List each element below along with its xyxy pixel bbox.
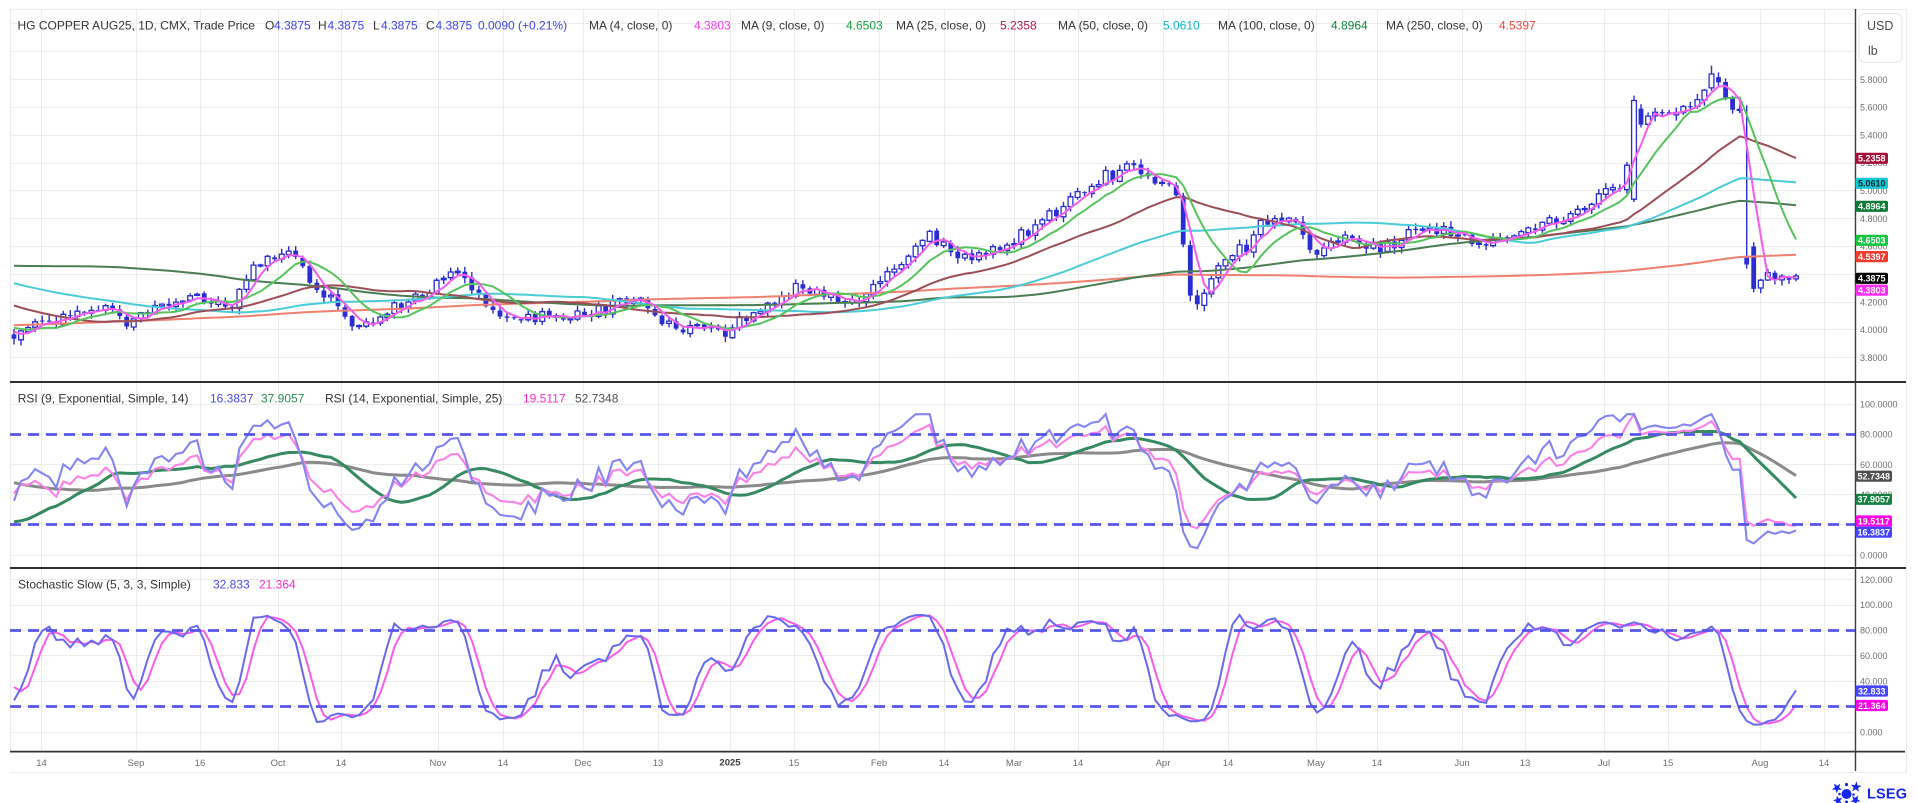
- svg-text:120.000: 120.000: [1860, 575, 1893, 585]
- svg-text:4.8964: 4.8964: [1331, 19, 1368, 33]
- svg-text:Apr: Apr: [1156, 758, 1171, 769]
- svg-text:4.8964: 4.8964: [1858, 202, 1886, 212]
- svg-text:4.3875: 4.3875: [328, 19, 365, 33]
- svg-text:14: 14: [36, 758, 47, 769]
- svg-text:Sep: Sep: [128, 758, 145, 769]
- svg-text:RSI (14, Exponential, Simple,: RSI (14, Exponential, Simple, 25): [325, 392, 502, 406]
- svg-text:4.0000: 4.0000: [1860, 325, 1888, 335]
- svg-text:5.0610: 5.0610: [1163, 19, 1200, 33]
- svg-text:13: 13: [1520, 758, 1531, 769]
- svg-text:15: 15: [1663, 758, 1674, 769]
- svg-text:16: 16: [195, 758, 206, 769]
- svg-text:60.0000: 60.0000: [1860, 460, 1893, 470]
- svg-text:lb: lb: [1868, 44, 1878, 58]
- svg-text:100.0000: 100.0000: [1860, 400, 1898, 410]
- svg-text:4.3875: 4.3875: [274, 19, 311, 33]
- svg-text:C: C: [426, 19, 435, 33]
- svg-text:MA (50, close, 0): MA (50, close, 0): [1058, 19, 1148, 33]
- svg-text:4.5397: 4.5397: [1858, 252, 1886, 262]
- svg-text:14: 14: [1372, 758, 1383, 769]
- svg-text:Oct: Oct: [271, 758, 286, 769]
- svg-text:5.2358: 5.2358: [1858, 154, 1886, 164]
- svg-text:O: O: [265, 19, 274, 33]
- svg-text:19.5117: 19.5117: [1858, 516, 1890, 526]
- svg-text:80.000: 80.000: [1860, 626, 1888, 636]
- svg-text:40.000: 40.000: [1860, 677, 1888, 687]
- svg-text:32.833: 32.833: [1858, 686, 1886, 696]
- svg-text:5.6000: 5.6000: [1860, 103, 1888, 113]
- svg-text:Stochastic Slow (5, 3, 3, Simp: Stochastic Slow (5, 3, 3, Simple): [18, 578, 191, 592]
- svg-text:5.0610: 5.0610: [1858, 179, 1886, 189]
- svg-text:60.000: 60.000: [1860, 651, 1888, 661]
- svg-text:5.8000: 5.8000: [1860, 75, 1888, 85]
- svg-text:13: 13: [653, 758, 664, 769]
- svg-text:Aug: Aug: [1752, 758, 1769, 769]
- svg-text:5.2358: 5.2358: [1000, 19, 1037, 33]
- svg-text:19.5117: 19.5117: [523, 392, 566, 406]
- svg-text:4.3803: 4.3803: [694, 19, 731, 33]
- svg-text:MA (100, close, 0): MA (100, close, 0): [1218, 19, 1315, 33]
- svg-text:MA (9, close, 0): MA (9, close, 0): [741, 19, 824, 33]
- svg-text:USD: USD: [1867, 19, 1893, 33]
- svg-text:2025: 2025: [719, 758, 741, 769]
- svg-text:52.7348: 52.7348: [575, 392, 619, 406]
- svg-text:Dec: Dec: [575, 758, 592, 769]
- svg-text:21.364: 21.364: [1858, 701, 1886, 711]
- svg-text:5.0000: 5.0000: [1860, 186, 1888, 196]
- svg-text:37.9057: 37.9057: [261, 392, 305, 406]
- svg-text:0.000: 0.000: [1860, 727, 1883, 737]
- svg-text:4.3875: 4.3875: [381, 19, 418, 33]
- svg-text:3.8000: 3.8000: [1860, 353, 1888, 363]
- svg-text:21.364: 21.364: [259, 578, 296, 592]
- svg-text:RSI (9, Exponential, Simple, 1: RSI (9, Exponential, Simple, 14): [18, 392, 189, 406]
- svg-text:4.5397: 4.5397: [1499, 19, 1536, 33]
- svg-text:May: May: [1307, 758, 1325, 769]
- svg-text:0.0000: 0.0000: [1860, 550, 1888, 560]
- svg-text:4.2000: 4.2000: [1860, 297, 1888, 307]
- svg-text:Feb: Feb: [871, 758, 887, 769]
- svg-text:4.3803: 4.3803: [1858, 286, 1886, 296]
- svg-text:14: 14: [1819, 758, 1830, 769]
- svg-text:4.6503: 4.6503: [1858, 236, 1886, 246]
- svg-text:5.4000: 5.4000: [1860, 130, 1888, 140]
- svg-text:Jun: Jun: [1454, 758, 1469, 769]
- svg-text:15: 15: [789, 758, 800, 769]
- svg-text:16.3837: 16.3837: [210, 392, 254, 406]
- svg-text:4.6000: 4.6000: [1860, 242, 1888, 252]
- svg-text:14: 14: [1223, 758, 1234, 769]
- svg-text:L: L: [373, 19, 380, 33]
- svg-text:52.7348: 52.7348: [1858, 472, 1891, 482]
- svg-text:4.6503: 4.6503: [846, 19, 883, 33]
- svg-text:14: 14: [336, 758, 347, 769]
- svg-text:16.3837: 16.3837: [1858, 528, 1891, 538]
- svg-text:4.3875: 4.3875: [436, 19, 473, 33]
- svg-text:14: 14: [939, 758, 950, 769]
- svg-text:14: 14: [1073, 758, 1084, 769]
- svg-text:4.8000: 4.8000: [1860, 214, 1888, 224]
- svg-text:14: 14: [498, 758, 509, 769]
- svg-text:Jul: Jul: [1598, 758, 1610, 769]
- svg-text:32.833: 32.833: [213, 578, 250, 592]
- svg-text:H: H: [318, 19, 327, 33]
- svg-text:37.9057: 37.9057: [1858, 495, 1891, 505]
- svg-text:MA (250, close, 0): MA (250, close, 0): [1386, 19, 1483, 33]
- svg-text:100.000: 100.000: [1860, 600, 1893, 610]
- svg-text:Nov: Nov: [430, 758, 447, 769]
- svg-text:Mar: Mar: [1006, 758, 1022, 769]
- svg-text:4.3875: 4.3875: [1858, 274, 1886, 284]
- svg-text:LSEG: LSEG: [1867, 787, 1907, 803]
- svg-text:MA (25, close, 0): MA (25, close, 0): [896, 19, 986, 33]
- svg-text:HG COPPER AUG25, 1D, CMX, Trad: HG COPPER AUG25, 1D, CMX, Trade Price: [18, 19, 256, 33]
- svg-text:0.0090 (+0.21%): 0.0090 (+0.21%): [478, 19, 567, 33]
- svg-text:80.0000: 80.0000: [1860, 430, 1893, 440]
- svg-text:MA (4, close, 0): MA (4, close, 0): [589, 19, 672, 33]
